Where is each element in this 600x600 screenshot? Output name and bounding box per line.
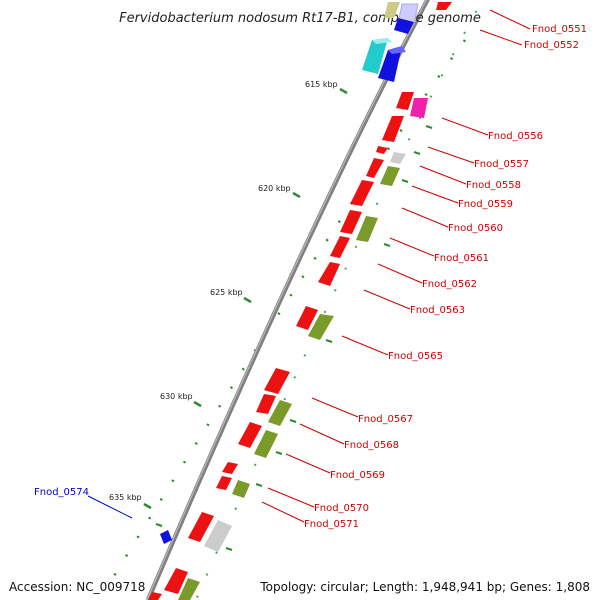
gene-0568a [238,422,262,448]
callout-0558 [419,165,467,185]
gene-lower-red [188,512,214,542]
kbp-label-630: 630 kbp [160,392,193,401]
gene-0557b [390,152,406,164]
callout-0559 [411,185,459,204]
gene-label-0559: Fnod_0559 [458,199,513,210]
accession-text: Accession: NC_009718 [9,580,146,594]
gene-0558a [366,158,384,178]
gene-glyphs [148,2,452,600]
gene-label-0568: Fnod_0568 [344,440,399,451]
gene-bottom-red2 [148,592,162,600]
gene-label-0557: Fnod_0557 [474,159,529,170]
gene-0565a [296,306,318,330]
map-title: Fervidobacterium nodosum Rt17-B1, comple… [119,11,481,26]
gene-0557a [376,146,388,154]
gene-cyan [362,38,388,74]
gene-ticks [155,125,433,551]
gene-0568b [254,430,278,458]
callout-0565 [341,335,389,356]
callout-0563 [363,289,411,310]
gene-label-0562: Fnod_0562 [422,279,477,290]
kbp-tick-635 [143,502,152,510]
gene-label-0565: Fnod_0565 [388,351,443,362]
gene-label-0558: Fnod_0558 [466,180,521,191]
gene-0560a [340,210,362,234]
gene-0558b [380,166,400,186]
genome-backbone-highlight [146,0,428,600]
gene-0570b [216,476,232,490]
gene-label-0560: Fnod_0560 [448,223,503,234]
callout-0556 [441,117,489,136]
callout-0551 [489,9,531,30]
gene-blue [378,46,402,82]
gene-label-0563: Fnod_0563 [410,305,465,316]
callout-0568 [299,423,345,445]
gene-labels: Fnod_0551 Fnod_0552 Fnod_0556 Fnod_0557 … [304,24,587,530]
callout-0570 [267,487,315,508]
callout-lines [261,9,531,523]
callout-0562 [377,263,423,284]
gene-bottom-red [164,568,188,594]
callout-0561 [389,237,435,257]
kbp-label-625: 625 kbp [210,288,243,297]
gene-0562 [318,262,340,286]
kbp-tick-615 [339,87,348,95]
gene-0565b [308,314,334,340]
gene-0561 [330,236,350,258]
kbp-tick-630 [193,400,202,408]
gene-label-0561: Fnod_0561 [434,253,489,264]
gene-0559 [350,180,374,206]
gene-khaki [384,2,400,18]
gene-bottom-olive [178,578,200,600]
gene-0556c [382,116,404,142]
gene-0560b [356,216,378,242]
gene-0567b [256,394,276,414]
gene-red-top [436,2,452,10]
gene-0567a [264,368,290,394]
topology-text: Topology: circular; Length: 1,948,941 bp… [260,580,590,594]
callout-0552 [479,29,523,46]
gene-blue-top [394,18,414,34]
gene-cyan-top [372,38,392,44]
gene-0574-blue [160,530,172,544]
kbp-tick-625 [243,296,252,304]
gene-label-0570: Fnod_0570 [314,503,369,514]
kbp-label-615: 615 kbp [305,80,338,89]
gene-label-0552: Fnod_0552 [524,40,579,51]
callout-0560 [401,207,449,228]
callout-0557 [427,146,475,164]
gene-label-0551: Fnod_0551 [532,24,587,35]
callout-0569 [285,453,331,474]
gene-blue-top [388,46,406,54]
gene-label-0567: Fnod_0567 [358,414,413,425]
gene-lavender [397,3,419,25]
callout-0574 [87,495,133,519]
kbp-label-635: 635 kbp [109,493,142,502]
gene-0570a [222,462,238,474]
kbp-ticks [143,87,348,510]
callout-0567 [311,397,359,418]
gene-label-0574: Fnod_0574 [34,487,89,498]
callout-0571 [261,501,305,523]
gene-lower-grey [204,520,232,552]
gene-label-0571: Fnod_0571 [304,519,359,530]
kbp-label-620: 620 kbp [258,184,291,193]
gene-0567c [268,400,292,426]
gene-0556a [396,92,414,110]
gene-label-0556: Fnod_0556 [488,131,543,142]
gene-label-0569: Fnod_0569 [330,470,385,481]
gene-0571 [232,480,250,498]
gene-0556b [410,98,428,118]
kbp-tick-620 [292,191,301,199]
